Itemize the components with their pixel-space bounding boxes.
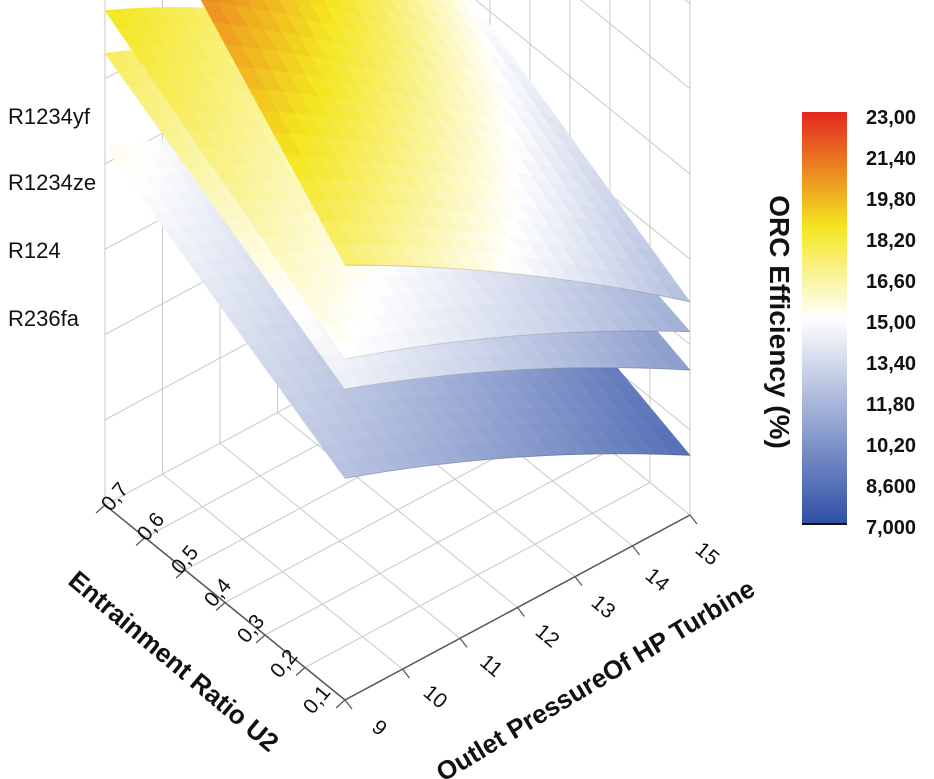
colorbar-title: ORC Efficiency (%)	[764, 195, 795, 449]
y-tick-mark	[344, 699, 353, 710]
surfaces	[104, 0, 691, 479]
surface-edge	[344, 453, 691, 479]
colorbar-tick: 15,00	[866, 312, 916, 334]
series-labels: R1234yf R1234ze R124 R236fa	[8, 104, 96, 331]
x-tick: 0,5	[167, 541, 203, 578]
x-tick: 0,7	[97, 478, 133, 515]
x-tick: 0,2	[266, 645, 302, 682]
y-tick: 11	[475, 650, 506, 682]
surface-r1234yf	[200, 0, 691, 303]
colorbar-tick: 18,20	[866, 230, 916, 252]
y-tick: 9	[367, 715, 391, 740]
y-tick-mark	[689, 514, 698, 525]
colorbar-tick: 11,80	[866, 394, 915, 416]
surface-cell	[232, 0, 254, 8]
colorbar-tick: 7,000	[866, 517, 916, 539]
colorbar-ticks: 23,00 21,40 19,80 18,20 16,60 15,00 13,4…	[866, 107, 916, 539]
surface-edge	[344, 264, 691, 303]
x-tick-mark	[215, 602, 226, 611]
colorbar-tick: 13,40	[866, 353, 916, 375]
y-tick: 15	[691, 538, 724, 571]
surface-cell	[378, 0, 402, 16]
series-label-r1234ze: R1234ze	[8, 170, 96, 195]
colorbar-gradient	[802, 112, 847, 524]
surface-cell	[263, 0, 288, 15]
surface-edge	[344, 367, 691, 390]
x-tick: 0,4	[200, 574, 237, 611]
y-tick: 14	[641, 564, 674, 597]
x-axis-title: Entrainment Ratio U2	[63, 565, 285, 758]
colorbar: 23,00 21,40 19,80 18,20 16,60 15,00 13,4…	[764, 107, 916, 539]
surface-cell	[216, 0, 237, 6]
surface-cell	[308, 0, 328, 7]
series-label-r1234yf: R1234yf	[8, 104, 91, 129]
colorbar-tick: 23,00	[866, 107, 916, 129]
surface-cell	[302, 0, 311, 2]
surface-cell	[467, 0, 475, 4]
y-tick-mark	[632, 545, 640, 556]
colorbar-tick: 16,60	[866, 271, 916, 293]
y-tick-mark	[574, 576, 583, 587]
colorbar-tick: 19,80	[866, 189, 916, 211]
surface-cell	[337, 0, 363, 17]
surface-cell	[450, 0, 469, 11]
y-tick-mark	[459, 637, 468, 648]
y-tick-mark	[517, 607, 525, 617]
series-label-r124: R124	[8, 238, 61, 263]
y-tick-mark	[402, 668, 410, 679]
x-tick: 0,6	[133, 508, 169, 545]
series-label-r236fa: R236fa	[8, 306, 80, 331]
colorbar-tick: 21,40	[866, 148, 916, 170]
x-tick-mark	[95, 504, 106, 514]
surface-cell	[397, 0, 408, 4]
surface-cell	[200, 0, 219, 3]
surface-cell	[358, 0, 368, 3]
surface-cell	[278, 0, 306, 19]
x-tick-mark	[135, 537, 146, 546]
surface-cell	[428, 0, 448, 10]
surface-cell	[364, 0, 385, 10]
x-tick-mark	[295, 667, 306, 676]
surface-cell	[248, 0, 271, 12]
colorbar-tick: 8,600	[866, 476, 916, 498]
y-tick: 13	[587, 591, 620, 624]
surface-edge	[344, 330, 691, 360]
x-tick: 0,3	[233, 610, 269, 647]
x-tick-mark	[175, 569, 186, 579]
x-tick-mark	[335, 699, 346, 709]
surface-cell	[404, 0, 425, 12]
colorbar-tick: 10,20	[866, 435, 916, 457]
x-tick-mark	[255, 634, 266, 644]
box-edges	[95, 504, 698, 710]
surface-cell	[449, 0, 452, 1]
y-tick: 12	[531, 620, 564, 653]
y-tick: 10	[419, 681, 452, 714]
